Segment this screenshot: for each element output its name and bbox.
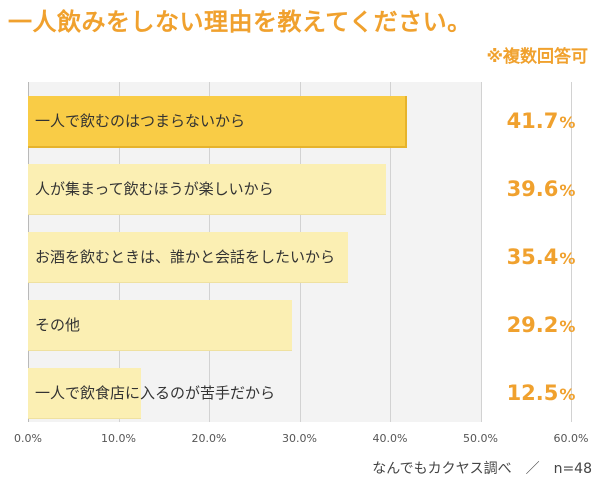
bar [28,232,349,283]
value-number: 41.7 [506,109,559,133]
gridline [480,82,482,422]
category-label: 一人で飲むのはつまらないから [35,112,246,130]
value-unit: % [559,249,576,268]
value-number: 29.2 [506,313,559,337]
category-label: その他 [35,316,81,334]
value-number: 12.5 [506,381,559,405]
bar [28,368,142,419]
value-unit: % [559,317,576,336]
bar [28,164,387,215]
percentage-panel [482,82,571,422]
gridline [390,82,391,422]
value-label: 29.2% [482,300,600,350]
x-tick-label: 10.0% [101,432,136,445]
multiple-answer-note: ※複数回答可 [486,47,588,67]
x-tick-label: 0.0% [14,432,42,445]
x-tick-label: 60.0% [553,432,589,445]
value-label: 12.5% [482,368,600,418]
x-tick-label: 40.0% [372,432,408,445]
gridline [571,82,572,422]
x-tick-label: 30.0% [282,432,317,445]
chart-title: 一人飲みをしない理由を教えてください。 [8,8,472,36]
bar [28,96,408,148]
value-number: 39.6 [506,177,559,201]
source-note: なんでもカクヤス調べ ／ n=48 [372,461,592,477]
category-label: 一人で飲食店に入るのが苦手だから [35,384,276,402]
value-unit: % [559,385,576,404]
category-label: 人が集まって飲むほうが楽しいから [35,180,274,198]
bar [28,300,293,351]
value-unit: % [559,113,576,132]
x-tick-label: 50.0% [463,432,498,445]
value-label: 39.6% [482,164,600,214]
category-label: お酒を飲むときは、誰かと会話をしたいから [35,248,336,266]
x-tick-label: 20.0% [191,432,227,445]
value-label: 35.4% [482,232,600,282]
value-label: 41.7% [482,96,600,146]
value-number: 35.4 [506,245,559,269]
value-unit: % [559,181,576,200]
